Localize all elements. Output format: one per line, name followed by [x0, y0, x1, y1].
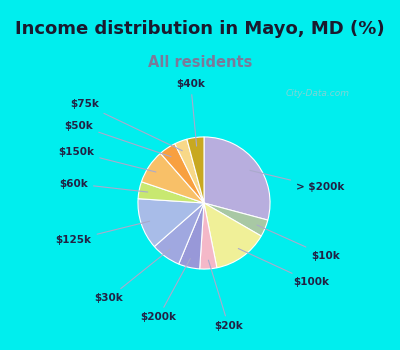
Text: $30k: $30k	[94, 249, 170, 303]
Wedge shape	[204, 137, 270, 220]
Wedge shape	[200, 203, 217, 269]
Wedge shape	[138, 182, 204, 203]
Text: > $200k: > $200k	[250, 170, 344, 192]
Wedge shape	[187, 137, 204, 203]
Text: $75k: $75k	[71, 99, 182, 151]
Text: Income distribution in Mayo, MD (%): Income distribution in Mayo, MD (%)	[15, 20, 385, 37]
Text: $200k: $200k	[140, 259, 190, 322]
Text: $50k: $50k	[64, 120, 171, 157]
Wedge shape	[154, 203, 204, 264]
Text: $100k: $100k	[238, 248, 330, 287]
Text: $60k: $60k	[59, 178, 148, 192]
Wedge shape	[204, 203, 261, 268]
Text: All residents: All residents	[148, 55, 252, 70]
Text: $10k: $10k	[257, 225, 340, 261]
Text: $20k: $20k	[208, 260, 243, 331]
Wedge shape	[204, 203, 268, 236]
Text: $40k: $40k	[176, 79, 205, 146]
Wedge shape	[175, 139, 204, 203]
Wedge shape	[179, 203, 204, 269]
Wedge shape	[142, 153, 204, 203]
Text: $125k: $125k	[56, 221, 150, 245]
Wedge shape	[138, 199, 204, 246]
Text: $150k: $150k	[58, 147, 156, 172]
Wedge shape	[160, 144, 204, 203]
Text: City-Data.com: City-Data.com	[286, 89, 350, 98]
